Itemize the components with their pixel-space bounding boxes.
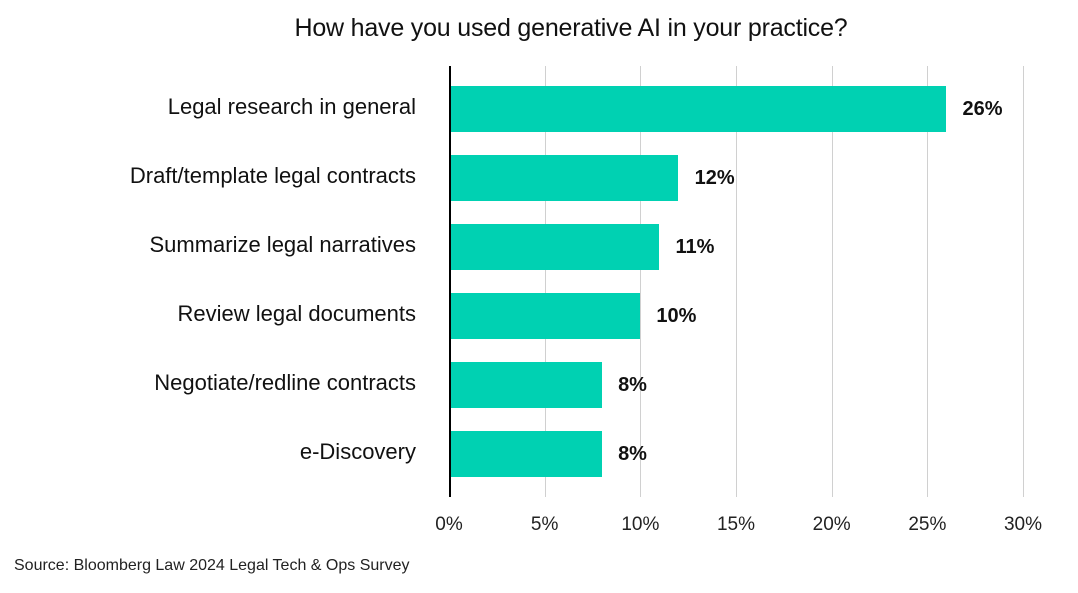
x-tick-label: 0% [435,514,463,535]
bar-value-label: 8% [618,374,647,396]
bar-value-label: 26% [962,98,1003,120]
y-axis-line [449,66,451,497]
category-label: Review legal documents [177,301,416,326]
x-tick-label: 30% [1003,514,1043,535]
gridline [831,66,833,497]
category-label: Summarize legal narratives [149,232,416,257]
bar [449,86,946,132]
bar [449,431,602,477]
gridline [640,66,642,497]
bar-value-label: 8% [618,443,647,465]
x-tick-label: 10% [621,514,660,535]
x-tick-label: 25% [908,514,947,535]
x-tick-label: 15% [716,514,756,535]
chart-title: How have you used generative AI in your … [294,14,848,42]
bar-value-label: 11% [675,236,715,258]
bar [449,224,659,270]
category-label: Negotiate/redline contracts [154,370,416,395]
x-tick-label: 5% [530,514,559,535]
gridline [736,66,737,497]
plot-area: 26% 12% 11% 10% 8% 8% [449,66,1024,497]
bar [449,155,679,201]
category-label: Draft/template legal contracts [129,163,416,188]
bar [449,362,602,408]
source-note: Source: Bloomberg Law 2024 Legal Tech & … [14,557,410,574]
gridline [544,66,546,497]
bar-value-label: 10% [656,305,697,327]
bar [449,293,640,339]
gridline [1023,66,1024,497]
category-label: e-Discovery [299,439,416,464]
bar-value-label: 12% [694,167,735,189]
x-tick-label: 20% [812,514,851,535]
category-label: Legal research in general [167,94,416,119]
gridline [927,66,929,497]
